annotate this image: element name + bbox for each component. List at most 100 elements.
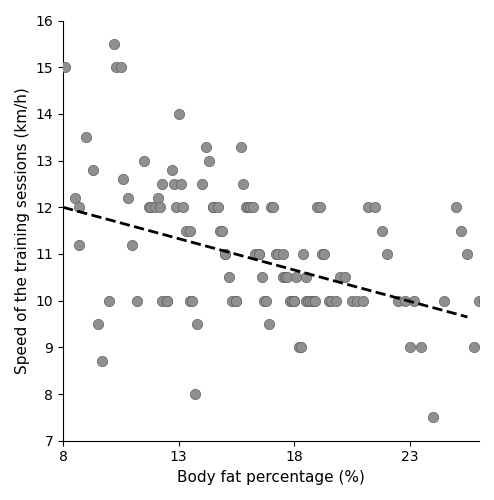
Point	[209, 204, 217, 212]
Point	[214, 204, 222, 212]
Point	[221, 250, 229, 258]
Point	[133, 296, 141, 304]
Point	[140, 156, 148, 164]
Point	[411, 296, 418, 304]
Point	[262, 296, 270, 304]
Point	[232, 296, 240, 304]
Point	[251, 250, 259, 258]
Point	[378, 226, 386, 234]
Point	[159, 296, 166, 304]
Point	[147, 204, 155, 212]
Point	[383, 250, 391, 258]
Point	[332, 296, 340, 304]
Point	[302, 296, 310, 304]
Point	[105, 296, 113, 304]
Point	[292, 274, 300, 281]
Point	[128, 240, 136, 248]
Point	[82, 133, 90, 141]
Point	[218, 226, 226, 234]
Point	[475, 296, 483, 304]
Point	[456, 226, 464, 234]
Point	[152, 204, 160, 212]
Point	[348, 296, 356, 304]
X-axis label: Body fat percentage (%): Body fat percentage (%)	[177, 470, 365, 485]
Point	[112, 63, 120, 71]
Point	[247, 204, 254, 212]
Point	[272, 250, 280, 258]
Point	[216, 226, 224, 234]
Point	[239, 180, 247, 188]
Point	[179, 204, 187, 212]
Point	[309, 296, 317, 304]
Point	[248, 204, 256, 212]
Point	[353, 296, 361, 304]
Point	[232, 296, 240, 304]
Point	[163, 296, 171, 304]
Point	[221, 250, 229, 258]
Point	[75, 240, 83, 248]
Point	[480, 296, 488, 304]
Point	[172, 204, 180, 212]
Point	[281, 274, 289, 281]
Point	[279, 250, 287, 258]
Point	[306, 296, 314, 304]
Point	[189, 296, 197, 304]
Point	[304, 296, 312, 304]
Point	[182, 226, 190, 234]
Point	[174, 110, 182, 118]
Point	[167, 166, 175, 174]
Point	[203, 142, 210, 150]
Point	[156, 204, 164, 212]
Point	[274, 250, 282, 258]
Point	[341, 274, 349, 281]
Point	[286, 296, 293, 304]
Point	[371, 204, 379, 212]
Point	[313, 204, 321, 212]
Point	[228, 296, 236, 304]
Point	[163, 296, 171, 304]
Point	[320, 250, 328, 258]
Point	[463, 250, 471, 258]
Point	[279, 274, 287, 281]
Point	[237, 142, 245, 150]
Point	[297, 344, 305, 351]
Point	[318, 250, 326, 258]
Point	[244, 204, 252, 212]
Point	[255, 250, 263, 258]
Point	[470, 344, 478, 351]
Point	[193, 320, 201, 328]
Point	[269, 204, 277, 212]
Point	[71, 194, 79, 202]
Point	[159, 180, 166, 188]
Point	[487, 296, 494, 304]
Point	[283, 274, 291, 281]
Point	[191, 390, 199, 398]
Point	[288, 296, 296, 304]
Point	[336, 274, 344, 281]
Point	[255, 250, 263, 258]
Point	[186, 226, 194, 234]
Point	[401, 296, 409, 304]
Point	[299, 250, 307, 258]
Point	[145, 204, 153, 212]
Point	[75, 204, 83, 212]
Point	[209, 204, 217, 212]
Point	[290, 296, 298, 304]
Point	[119, 176, 127, 184]
Point	[225, 274, 233, 281]
Point	[360, 296, 368, 304]
Y-axis label: Speed of the training sessions (km/h): Speed of the training sessions (km/h)	[15, 87, 30, 374]
Point	[311, 296, 319, 304]
Point	[89, 166, 97, 174]
Point	[170, 180, 178, 188]
Point	[198, 180, 206, 188]
Point	[117, 63, 125, 71]
Point	[406, 344, 413, 351]
Point	[327, 296, 335, 304]
Point	[258, 274, 266, 281]
Point	[364, 204, 372, 212]
Point	[98, 358, 106, 366]
Point	[452, 204, 460, 212]
Point	[110, 40, 118, 48]
Point	[186, 296, 194, 304]
